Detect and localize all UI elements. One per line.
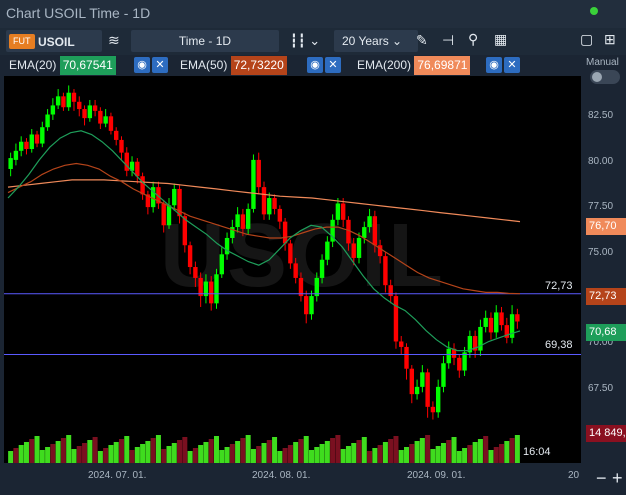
close-icon[interactable]: ✕: [504, 57, 520, 73]
volume-tag: 14 849,: [586, 425, 626, 442]
y-tick-label: 80.00: [588, 155, 614, 167]
close-icon[interactable]: ✕: [325, 57, 341, 73]
toggle-knob: [592, 72, 602, 82]
compare-icon[interactable]: ≋: [108, 32, 120, 48]
indicator-ema20: EMA(20) 70,67541: [9, 56, 116, 75]
time-label: 16:04: [523, 446, 551, 458]
pencil-icon[interactable]: ✎: [416, 32, 428, 48]
close-icon[interactable]: ✕: [152, 57, 168, 73]
chart-type-icon[interactable]: ┇┇ ⌄: [290, 33, 321, 48]
time-axis[interactable]: [0, 465, 626, 495]
window-title: Chart USOIL Time - 1D: [6, 5, 151, 21]
title-bar: Chart USOIL Time - 1D: [0, 0, 626, 28]
indicator-value: 72,73220: [230, 56, 287, 75]
y-tick-label: 75.00: [588, 246, 614, 258]
indicator-label: EMA(200): [357, 58, 412, 72]
fut-badge: FUT: [9, 34, 35, 49]
interval-label: Time - 1D: [178, 34, 232, 48]
manual-toggle[interactable]: [590, 70, 620, 84]
ema200-price-tag: 76,70: [586, 218, 626, 235]
eye-icon[interactable]: ◉: [134, 57, 150, 73]
symbol-label: USOIL: [38, 35, 75, 49]
eye-icon[interactable]: ◉: [486, 57, 502, 73]
indicator-label: EMA(20): [9, 58, 57, 72]
x-tick-label: 2024. 09. 01.: [407, 470, 466, 481]
range-label: 20 Years: [342, 34, 389, 48]
mode-label: Manual: [586, 57, 619, 68]
range-select[interactable]: 20 Years ⌄: [334, 30, 418, 52]
ema50-price-tag: 72,73: [586, 288, 626, 305]
indicator-label: EMA(50): [180, 58, 228, 72]
watermark: USOIL: [160, 206, 446, 306]
indicator-value: 76,69871: [414, 56, 471, 75]
x-tick-label: 2024. 07. 01.: [88, 470, 147, 481]
status-dot: [590, 7, 598, 15]
zoom-in-icon[interactable]: +: [612, 468, 623, 488]
hline-label-lower: 69,38: [543, 339, 575, 351]
eye-icon[interactable]: ◉: [307, 57, 323, 73]
price-axis[interactable]: [581, 55, 626, 465]
indicator-ema200: EMA(200) 76,69871: [357, 56, 471, 75]
x-tick-label: 2024. 08. 01.: [252, 470, 311, 481]
interval-select[interactable]: Time - 1D: [131, 30, 279, 52]
search-icon[interactable]: ⚲: [468, 31, 479, 47]
x-tick-label: 20: [568, 470, 580, 481]
indicator-ema50: EMA(50) 72,73220: [180, 56, 287, 75]
zoom-out-icon[interactable]: −: [596, 468, 607, 488]
y-tick-label: 70.00: [588, 337, 614, 349]
save-icon[interactable]: ▢: [580, 31, 594, 47]
indicator-value: 70,67541: [59, 56, 116, 75]
y-tick-label: 67.50: [588, 382, 614, 394]
hline-label-upper: 72,73: [543, 280, 575, 292]
toolbar: [0, 28, 626, 55]
cursor-icon[interactable]: ⊣: [442, 32, 455, 48]
calendar-icon[interactable]: ▦: [494, 31, 508, 47]
add-indicator-icon[interactable]: ⊞: [604, 31, 616, 47]
y-tick-label: 77.50: [588, 201, 614, 213]
ema20-price-tag: 70,68: [586, 324, 626, 341]
y-tick-label: 82.50: [588, 110, 614, 122]
